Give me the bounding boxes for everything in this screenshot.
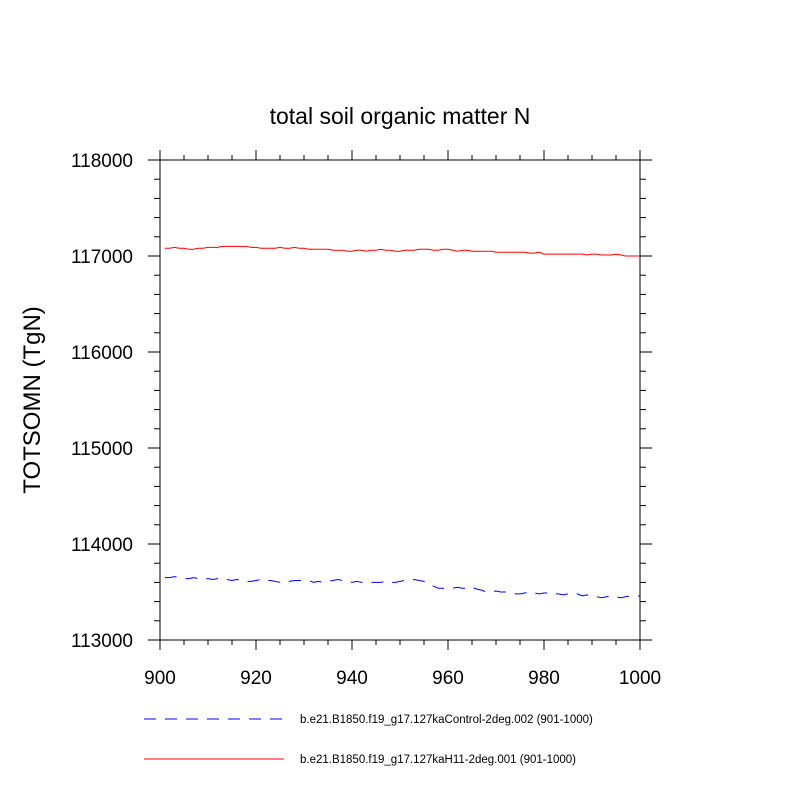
series-line-h11	[164, 245, 640, 257]
plot-frame	[159, 159, 641, 641]
axis-tick-labels: 900 920 940 960 980 1000 113000 114000 115000 116…	[71, 151, 661, 689]
legend: b.e21.B1850.f19_g17.127kaControl-2deg.00…	[144, 714, 593, 766]
series-line-control	[164, 576, 641, 599]
x-tick-label: 1000	[619, 668, 661, 689]
legend-label: b.e21.B1850.f19_g17.127kaH11-2deg.001 (9…	[300, 754, 576, 766]
x-tick-label: 920	[240, 668, 272, 689]
y-tick-label: 115000	[71, 439, 133, 460]
y-tick-label: 117000	[71, 247, 133, 268]
y-tick-label: 116000	[71, 343, 133, 364]
y-tick-label: 114000	[71, 535, 133, 556]
y-axis-label: TOTSOMN (TgN)	[19, 306, 46, 494]
x-tick-label: 980	[528, 668, 560, 689]
legend-label: b.e21.B1850.f19_g17.127kaControl-2deg.00…	[300, 714, 593, 726]
y-tick-label: 113000	[71, 631, 133, 652]
x-tick-label: 940	[336, 668, 368, 689]
y-tick-label: 118000	[71, 151, 133, 172]
x-tick-label: 900	[144, 668, 176, 689]
axis-ticks	[148, 150, 652, 650]
x-tick-label: 960	[432, 668, 464, 689]
chart-title: total soil organic matter N	[270, 103, 531, 129]
series-lines	[164, 245, 641, 599]
